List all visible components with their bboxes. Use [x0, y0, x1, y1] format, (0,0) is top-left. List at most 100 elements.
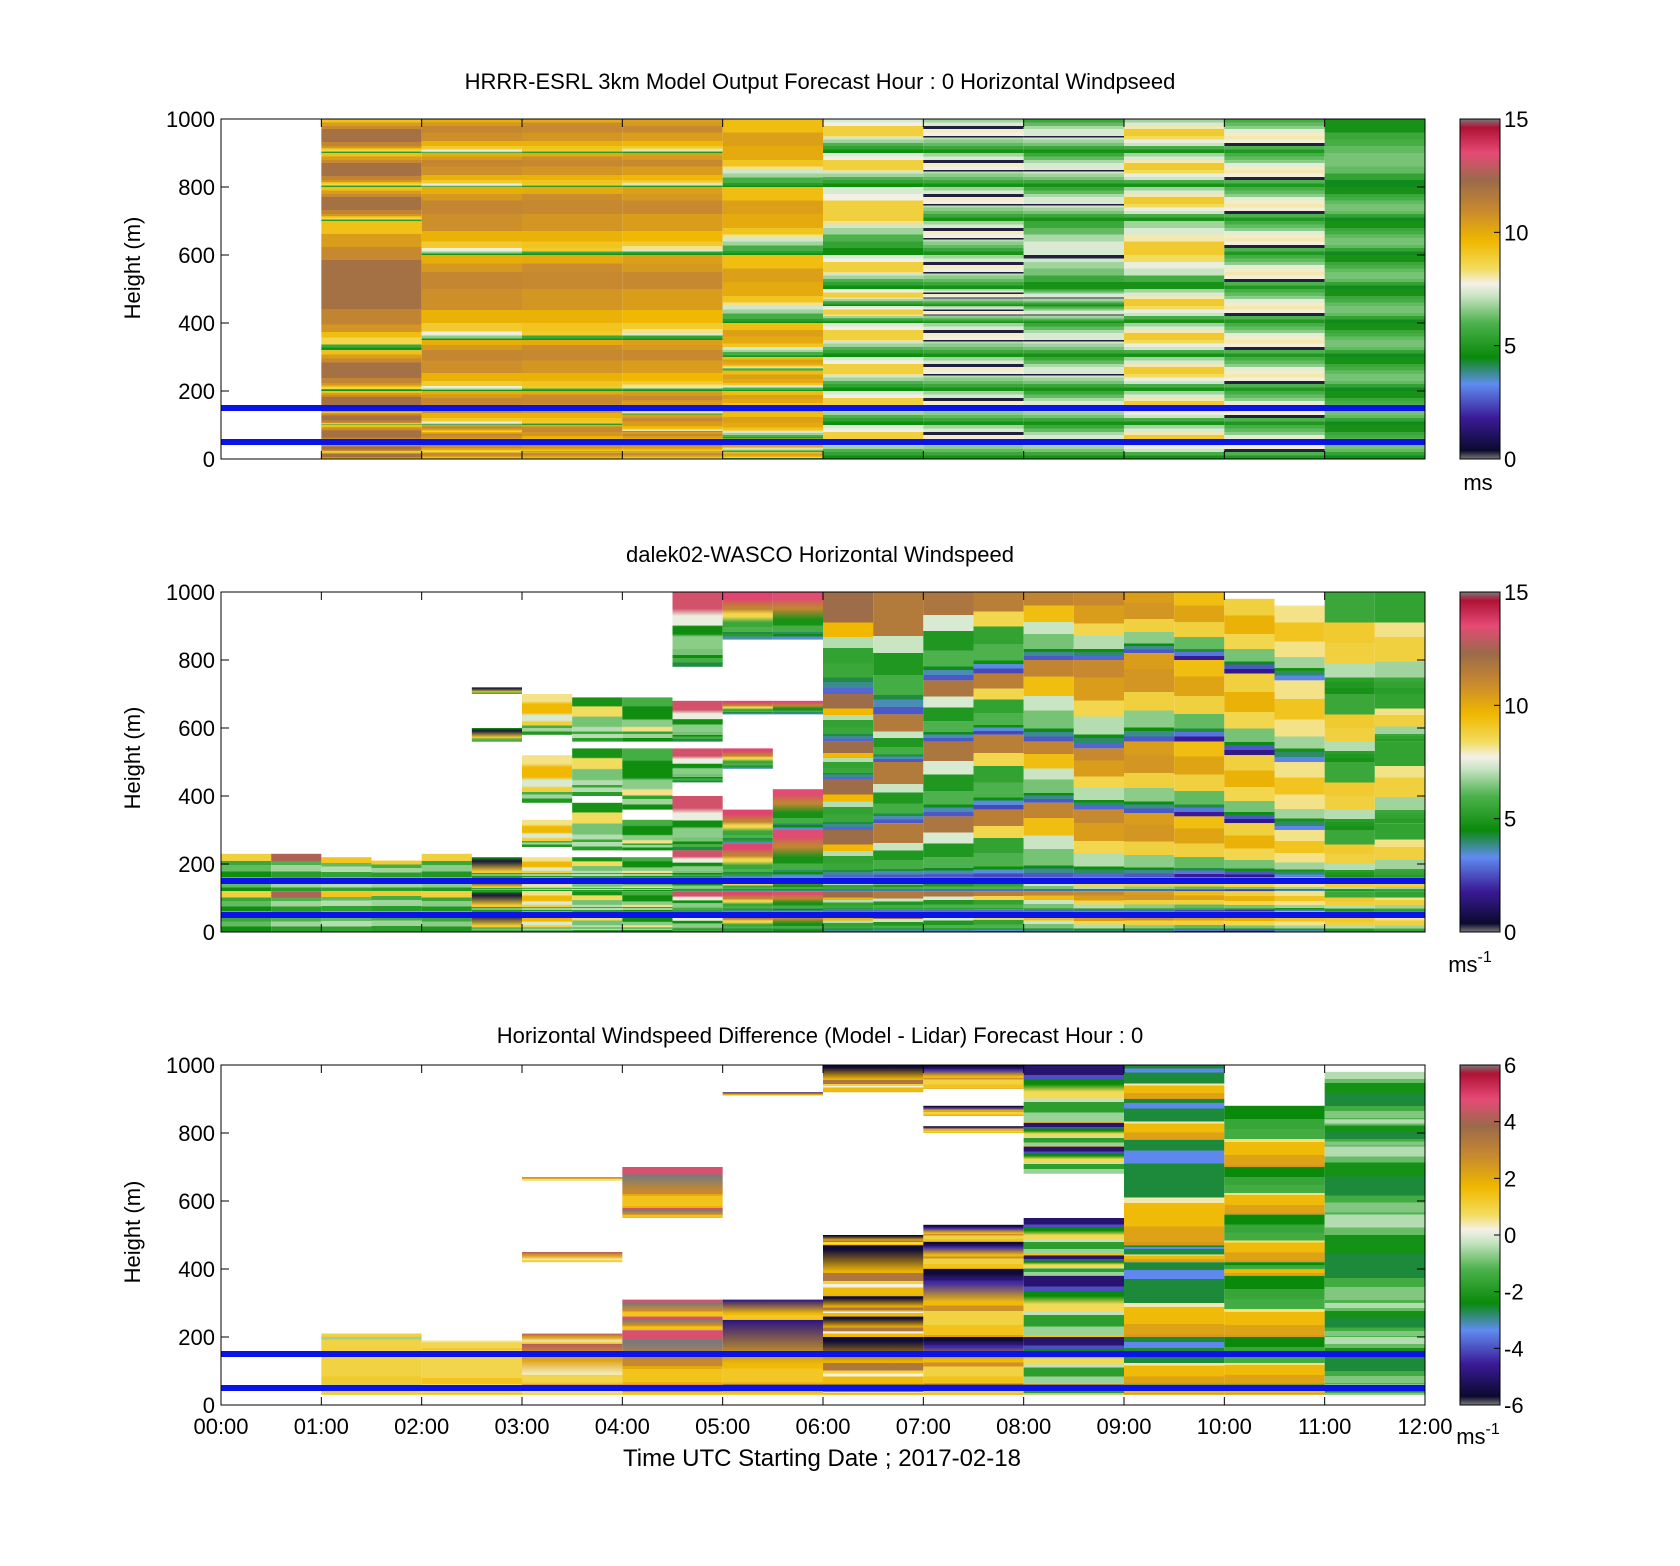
heatmap-cell [722, 1092, 823, 1096]
heatmap-cell [973, 673, 1024, 735]
heatmap-cell [823, 1316, 924, 1337]
heatmap-cell [1274, 891, 1325, 912]
heatmap-cell [522, 1333, 623, 1344]
heatmap-cell [823, 255, 924, 289]
heatmap-cell [1124, 1065, 1225, 1099]
heatmap-cell [772, 891, 823, 912]
heatmap-cell [823, 119, 924, 153]
heatmap-cell [923, 1126, 1024, 1133]
heatmap-cell [923, 1241, 1024, 1269]
y-axis-label: Height (m) [120, 217, 145, 320]
heatmap-cell [1124, 1337, 1225, 1385]
heatmap-cell [522, 1343, 623, 1385]
heatmap-cell [973, 592, 1024, 674]
panel-title: dalek02-WASCO Horizontal Windspeed [626, 542, 1014, 567]
y-ticks: 0 200 400 600 800 1000 [166, 107, 1425, 472]
x-ticks [220, 1065, 1426, 1405]
heatmap-cell [1073, 891, 1124, 912]
heatmap-cell [722, 119, 823, 187]
heatmap-cell [923, 119, 1024, 153]
colorbar-unit: ms [1463, 470, 1492, 495]
heatmap-cell [973, 734, 1024, 810]
colorbar-tick-label: 5 [1504, 334, 1516, 359]
y-tick-label: 800 [178, 175, 215, 200]
heatmap-cell [371, 891, 422, 912]
y-axis-label: Height (m) [120, 1181, 145, 1284]
colorbar-tick-label: 2 [1504, 1166, 1516, 1191]
heatmap-cell [622, 340, 723, 391]
x-tick-label: 02:00 [394, 1414, 449, 1439]
heatmap-cell [471, 857, 522, 878]
heatmap-cell [923, 1105, 1024, 1116]
colorbar [1459, 1064, 1501, 1406]
heatmap-cells [321, 1065, 1425, 1395]
heatmap-cell [1374, 741, 1425, 824]
heatmap-cell [1174, 741, 1225, 817]
heatmap-cell [722, 700, 773, 715]
colorbar [1459, 118, 1501, 460]
heatmap-cell [1023, 221, 1124, 289]
heatmap-cell [923, 357, 1024, 391]
heatmap-cell [823, 1337, 924, 1385]
heatmap-cell [1324, 119, 1425, 187]
heatmap-cell [1224, 1105, 1325, 1167]
heatmap-cell [572, 697, 623, 742]
heatmap-cell [622, 819, 673, 851]
heatmap-cell [1224, 1275, 1325, 1337]
x-ticks [220, 592, 1426, 932]
heatmap-cell [271, 853, 322, 878]
heatmap-cell [622, 391, 723, 415]
heatmap-cell [1124, 653, 1175, 742]
colorbar-tick-label: 5 [1504, 807, 1516, 832]
heatmap-cell [1224, 891, 1275, 912]
heatmap-cell [823, 153, 924, 187]
heatmap-cell [522, 1177, 623, 1181]
heatmap-cell [1124, 119, 1225, 153]
heatmap-cell [923, 1065, 1024, 1089]
colorbar-tick-label: -6 [1504, 1393, 1524, 1418]
heatmap-cell [1324, 891, 1375, 912]
y-tick-label: 600 [178, 243, 215, 268]
heatmap-cell [421, 853, 472, 878]
heatmap-cell [1324, 323, 1425, 357]
heatmap-cell [572, 857, 623, 878]
colorbar-tick-label: 0 [1504, 1223, 1516, 1248]
heatmap-cell [221, 891, 272, 912]
heatmap-cell [973, 891, 1024, 912]
heatmap-cell [421, 442, 522, 453]
heatmap-cell [1023, 1337, 1124, 1385]
heatmap-cell [1023, 306, 1124, 323]
heatmap-cell [823, 323, 924, 357]
heatmap-cell [421, 425, 522, 432]
heatmap-cell [1023, 1255, 1124, 1276]
heatmap-cell [672, 748, 723, 783]
heatmap-cell [1374, 694, 1425, 742]
y-axis-label: Height (m) [120, 707, 145, 810]
heatmap-cell [772, 592, 823, 640]
heatmap-cell [1324, 1071, 1425, 1120]
heatmap-cell [1124, 323, 1225, 357]
heatmap-cell [1023, 187, 1124, 221]
heatmap-cell [321, 187, 422, 221]
colorbar-unit: ms-1 [1456, 1421, 1500, 1449]
heatmap-cell [1324, 592, 1375, 694]
x-tick-label: 07:00 [896, 1414, 951, 1439]
heatmap-cell [1124, 357, 1225, 391]
heatmap-cell [522, 891, 573, 912]
heatmap-cell [1274, 830, 1325, 878]
heatmap-cell [1023, 1122, 1124, 1147]
heatmap-cell [1224, 673, 1275, 756]
heatmap-cell [1224, 1214, 1325, 1263]
heatmap-cell [622, 119, 723, 153]
heatmap-cell [1324, 357, 1425, 391]
heatmap-cell [522, 442, 623, 453]
heatmap-cell [1124, 891, 1175, 912]
heatmap-cell [722, 411, 823, 439]
heatmap-cell [421, 431, 522, 442]
heatmap-cell [321, 1333, 422, 1337]
y-tick-label: 1000 [166, 1053, 215, 1078]
y-tick-label: 1000 [166, 107, 215, 132]
heatmap-cell [923, 187, 1024, 221]
